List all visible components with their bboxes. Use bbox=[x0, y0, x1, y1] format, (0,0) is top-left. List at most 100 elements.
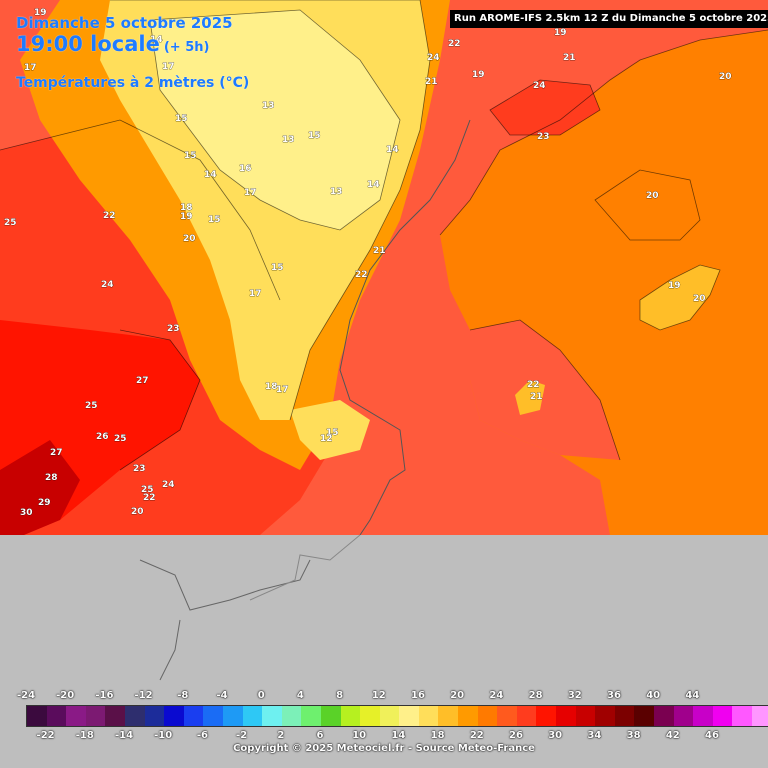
iso-label: 25 bbox=[85, 401, 98, 411]
legend-swatch bbox=[732, 706, 752, 726]
legend-tick-label: 12 bbox=[371, 690, 386, 701]
iso-label: 17 bbox=[162, 62, 175, 72]
legend-swatch bbox=[301, 706, 321, 726]
legend-swatch bbox=[751, 706, 768, 726]
legend-tick-label: -14 bbox=[114, 730, 134, 741]
model-run-banner: Run AROME-IFS 2.5km 12 Z du Dimanche 5 o… bbox=[450, 10, 768, 28]
legend-tick-label: -22 bbox=[36, 730, 55, 741]
iso-label: 25 bbox=[4, 218, 17, 228]
legend-tick-label: 4 bbox=[296, 690, 304, 701]
legend-swatch bbox=[379, 706, 400, 726]
legend-tick-label: -2 bbox=[236, 730, 248, 741]
legend-tick-label: 46 bbox=[705, 730, 719, 741]
legend-swatch bbox=[242, 706, 263, 726]
iso-label: 21 bbox=[530, 392, 543, 402]
legend-swatch bbox=[497, 706, 517, 726]
iso-label: 22 bbox=[527, 380, 540, 390]
legend-swatch bbox=[183, 706, 204, 726]
legend-swatch bbox=[85, 706, 106, 726]
legend-swatch bbox=[595, 706, 615, 726]
iso-label: 21 bbox=[563, 53, 576, 63]
legend-tick-label: 10 bbox=[352, 730, 367, 741]
iso-label: 30 bbox=[20, 508, 33, 518]
legend-swatch bbox=[693, 706, 713, 726]
legend-swatch bbox=[516, 706, 537, 726]
legend-swatch bbox=[536, 706, 557, 726]
contour-lines bbox=[0, 0, 768, 471]
legend-tick-label: 30 bbox=[548, 730, 563, 741]
iso-label: 19 bbox=[554, 28, 567, 38]
iso-label: 14 bbox=[150, 35, 163, 45]
iso-label: 15 bbox=[175, 114, 188, 124]
legend-tick-label: -10 bbox=[154, 730, 173, 741]
iso-label: 22 bbox=[143, 493, 156, 503]
legend-tick-label: 24 bbox=[489, 690, 504, 701]
land-high-mountains bbox=[150, 10, 400, 230]
legend-tick-label: 40 bbox=[646, 690, 661, 701]
legend-tick-label: -4 bbox=[216, 690, 228, 701]
legend-tick-label: -18 bbox=[75, 730, 94, 741]
iso-label: 19 bbox=[180, 212, 193, 222]
legend-tick-label: 26 bbox=[509, 730, 523, 741]
forecast-time: 19:00 locale (+ 5h) bbox=[16, 32, 209, 56]
coastline bbox=[339, 119, 471, 536]
iso-label: 18 bbox=[265, 382, 278, 392]
sea-warm-zone bbox=[470, 320, 620, 460]
iso-label: 16 bbox=[239, 164, 252, 174]
iso-label: 23 bbox=[133, 464, 146, 474]
iso-label: 25 bbox=[141, 485, 154, 495]
iso-label: 20 bbox=[646, 191, 659, 201]
iso-label: 26 bbox=[96, 432, 109, 442]
legend-swatch bbox=[399, 706, 419, 726]
legend-tick-label: 18 bbox=[430, 730, 445, 741]
iso-label: 22 bbox=[448, 39, 461, 49]
no-data-area bbox=[0, 535, 768, 768]
land-coastal-peaks bbox=[290, 400, 370, 460]
iso-label: 20 bbox=[719, 72, 732, 82]
legend-swatch bbox=[105, 706, 125, 726]
iso-label: 17 bbox=[276, 385, 289, 395]
coastline-south bbox=[249, 534, 361, 601]
island-menorca bbox=[515, 380, 545, 415]
legend-swatch bbox=[438, 706, 459, 726]
iso-label: 17 bbox=[24, 63, 37, 73]
legend-swatch bbox=[27, 706, 47, 726]
legend-tick-label: 32 bbox=[567, 690, 582, 701]
iso-label: 14 bbox=[367, 180, 380, 190]
copyright-notice: Copyright © 2025 Meteociel.fr - Source M… bbox=[233, 743, 535, 754]
iso-label: 21 bbox=[373, 246, 386, 256]
legend-swatch bbox=[575, 706, 596, 726]
legend-tick-label: -24 bbox=[16, 690, 36, 701]
legend-swatch bbox=[46, 706, 67, 726]
legend-swatch bbox=[458, 706, 478, 726]
legend-swatch bbox=[124, 706, 145, 726]
legend-tick-label: 34 bbox=[587, 730, 602, 741]
iso-label: 23 bbox=[537, 132, 550, 142]
iso-label: 19 bbox=[34, 8, 47, 18]
forecast-local-time: 19:00 locale bbox=[16, 32, 160, 56]
iso-label: 15 bbox=[326, 428, 339, 438]
legend-tick-label: 16 bbox=[411, 690, 425, 701]
legend-swatch bbox=[634, 706, 654, 726]
island-majorca bbox=[640, 265, 720, 330]
iso-label: 20 bbox=[131, 507, 144, 517]
iso-label: 12 bbox=[320, 434, 333, 444]
legend-swatch bbox=[340, 706, 361, 726]
iso-label: 25 bbox=[114, 434, 127, 444]
legend-swatch bbox=[203, 706, 223, 726]
legend-tick-label: 2 bbox=[277, 730, 285, 741]
legend-tick-label: 6 bbox=[316, 730, 324, 741]
legend-tick-label: 44 bbox=[685, 690, 700, 701]
iso-label: 15 bbox=[271, 263, 284, 273]
legend-swatch bbox=[712, 706, 733, 726]
legend-tick-label: -16 bbox=[95, 690, 114, 701]
iso-label: 18 bbox=[180, 203, 193, 213]
iso-label: 20 bbox=[693, 294, 706, 304]
iso-label: 17 bbox=[244, 188, 257, 198]
iso-label: 13 bbox=[330, 187, 343, 197]
iso-label: 15 bbox=[208, 215, 221, 225]
iso-label: 27 bbox=[136, 376, 149, 386]
legend-tick-label: 22 bbox=[469, 730, 484, 741]
isotherm-labels: 19 14 17 17 13 15 15 14 13 15 16 13 14 1… bbox=[4, 8, 732, 519]
